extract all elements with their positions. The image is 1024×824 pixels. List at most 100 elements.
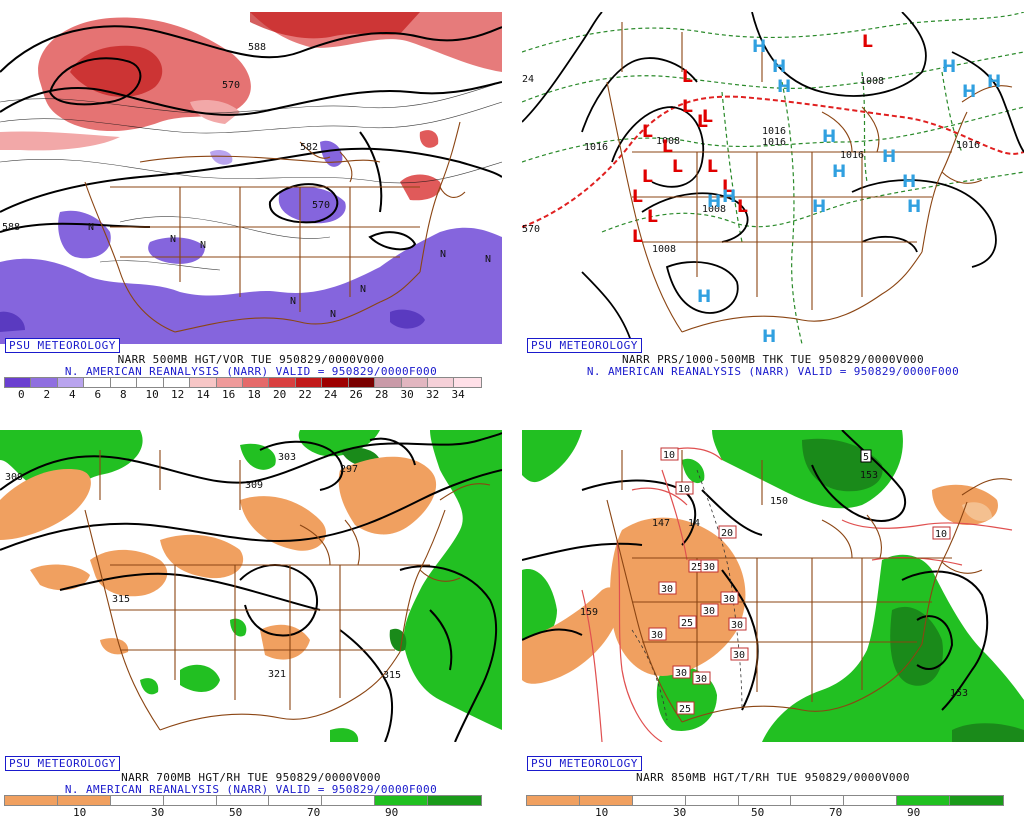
colorbar-label: 4 bbox=[69, 388, 76, 401]
colorbar-segment bbox=[56, 377, 86, 388]
colorbar-segment bbox=[578, 795, 634, 806]
svg-text:10: 10 bbox=[663, 450, 675, 461]
boxed-temperature-label: 30 bbox=[692, 671, 711, 685]
contour-label: 1008 bbox=[860, 76, 884, 87]
colorbar-label: 0 bbox=[18, 388, 25, 401]
panel-title: NARR 700MB HGT/RH TUE 950829/0000V000 bbox=[121, 771, 381, 784]
svg-text:25: 25 bbox=[681, 618, 693, 629]
low-pressure-marker: L bbox=[707, 157, 718, 177]
map-700mb: 309 303 297 309 315 321 315 bbox=[0, 430, 502, 742]
boxed-temperature-label: 20 bbox=[718, 525, 737, 539]
brand-label: PSU METEOROLOGY bbox=[527, 756, 642, 771]
high-pressure-marker: H bbox=[942, 57, 956, 77]
contour-label: 588 bbox=[2, 222, 20, 233]
colorbar-label: 10 bbox=[73, 806, 87, 819]
colorbar-label: 30 bbox=[151, 806, 165, 819]
vorticity-negative-area bbox=[0, 227, 502, 344]
contour-label: 309 bbox=[245, 480, 263, 491]
contour-label: 24 bbox=[522, 74, 534, 85]
colorbar-segment bbox=[684, 795, 740, 806]
svg-text:5: 5 bbox=[863, 452, 869, 463]
colorbar-segment bbox=[109, 795, 165, 806]
colorbar-segment bbox=[453, 377, 482, 388]
svg-text:30: 30 bbox=[661, 584, 673, 595]
colorbar-segment bbox=[162, 377, 192, 388]
colorbar-label: 50 bbox=[229, 806, 243, 819]
colorbar-label: 90 bbox=[385, 806, 399, 819]
boxed-temperature-label: 30 bbox=[720, 591, 739, 605]
brand-label: PSU METEOROLOGY bbox=[527, 338, 642, 353]
contour-label: 14 bbox=[688, 518, 700, 529]
low-pressure-marker: L bbox=[642, 122, 653, 142]
contour-label: 1008 bbox=[652, 244, 676, 255]
svg-text:10: 10 bbox=[935, 529, 947, 540]
colorbar-segment bbox=[896, 795, 951, 806]
colorbar bbox=[526, 795, 1004, 806]
high-pressure-marker: H bbox=[697, 287, 711, 307]
low-pressure-marker: L bbox=[697, 112, 708, 132]
colorbar-segment bbox=[790, 795, 846, 806]
low-marker: N bbox=[290, 296, 296, 307]
colorbar-label: 10 bbox=[595, 806, 609, 819]
contour-label: 297 bbox=[340, 464, 358, 475]
contour-label: 315 bbox=[112, 594, 130, 605]
colorbar-segment bbox=[268, 377, 297, 388]
contour-label: 1008 bbox=[702, 204, 726, 215]
colorbar-segment bbox=[83, 377, 112, 388]
panel-subtitle: N. AMERICAN REANALYSIS (NARR) VALID = 95… bbox=[64, 783, 438, 796]
boxed-temperature-label: 30 bbox=[648, 627, 667, 641]
colorbar-segment bbox=[374, 377, 403, 388]
low-pressure-marker: L bbox=[672, 157, 683, 177]
colorbar-label: 22 bbox=[298, 388, 312, 401]
colorbar bbox=[4, 795, 482, 806]
colorbar-label: 32 bbox=[426, 388, 440, 401]
high-pressure-marker: H bbox=[962, 82, 976, 102]
low-pressure-marker: L bbox=[702, 107, 713, 127]
high-pressure-marker: H bbox=[722, 187, 736, 207]
colorbar-segment bbox=[737, 795, 793, 806]
colorbar-segment bbox=[268, 795, 324, 806]
colorbar-label: 70 bbox=[307, 806, 321, 819]
colorbar-segment bbox=[400, 377, 430, 388]
map-pressure: 1016 1008 1016 1016 1016 1016 1008 1008 … bbox=[522, 12, 1024, 344]
panel-700mb-rh: 309 303 297 309 315 321 315 PSU METEOROL… bbox=[0, 430, 502, 824]
panel-subtitle: N. AMERICAN REANALYSIS (NARR) VALID = 95… bbox=[586, 365, 960, 378]
svg-text:30: 30 bbox=[731, 620, 743, 631]
contour-label: 570 bbox=[222, 80, 240, 91]
contour-label: 1016 bbox=[584, 142, 608, 153]
colorbar-label: 70 bbox=[829, 806, 843, 819]
colorbar-segment bbox=[949, 795, 1004, 806]
high-pressure-marker: H bbox=[882, 147, 896, 167]
contour-label: 153 bbox=[860, 470, 878, 481]
svg-text:25: 25 bbox=[691, 562, 703, 573]
colorbar-segment bbox=[162, 795, 218, 806]
colorbar-label: 30 bbox=[673, 806, 687, 819]
low-pressure-marker: L bbox=[682, 97, 693, 117]
boxed-temperature-label: 10 bbox=[675, 481, 694, 495]
contour-label: 1016 bbox=[762, 126, 786, 137]
low-marker: N bbox=[88, 222, 94, 233]
colorbar-segment bbox=[3, 377, 33, 388]
colorbar-label: 30 bbox=[400, 388, 414, 401]
low-pressure-marker: L bbox=[862, 32, 873, 52]
low-pressure-marker: L bbox=[682, 67, 693, 87]
contour-label: 315 bbox=[383, 670, 401, 681]
colorbar-label: 18 bbox=[247, 388, 261, 401]
svg-text:10: 10 bbox=[678, 484, 690, 495]
contour-label: 150 bbox=[770, 496, 788, 507]
colorbar-labels: 10 30 50 70 90 bbox=[0, 807, 502, 819]
low-pressure-marker: L bbox=[642, 167, 653, 187]
colorbar-labels: 0 2 4 6 8 10 12 14 16 18 20 22 24 26 28 30 32 34 bbox=[0, 389, 502, 401]
low-pressure-marker: L bbox=[737, 197, 748, 217]
high-pressure-marker: H bbox=[832, 162, 846, 182]
colorbar-label: 50 bbox=[751, 806, 765, 819]
contour-label: 147 bbox=[652, 518, 670, 529]
low-marker: N bbox=[170, 234, 176, 245]
contour-labels-700mb: 309 303 297 309 315 321 315 bbox=[5, 452, 401, 681]
colorbar-label: 28 bbox=[375, 388, 389, 401]
high-pressure-marker: H bbox=[902, 172, 916, 192]
colorbar-label: 24 bbox=[324, 388, 338, 401]
panel-subtitle: N. AMERICAN REANALYSIS (NARR) VALID = 95… bbox=[64, 365, 438, 378]
colorbar-label: 16 bbox=[222, 388, 236, 401]
